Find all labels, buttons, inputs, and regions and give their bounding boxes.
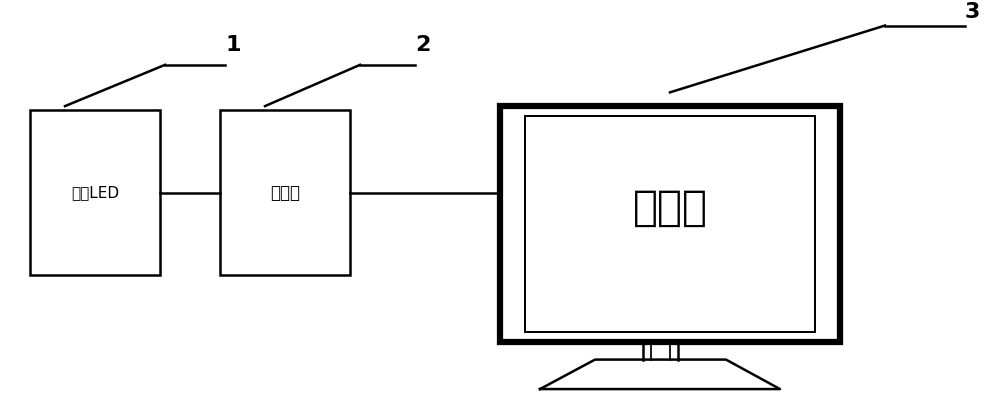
Text: 3: 3 <box>965 2 980 22</box>
Bar <box>30 110 160 275</box>
Text: 光谱仪: 光谱仪 <box>270 184 300 202</box>
Bar <box>500 106 840 342</box>
Bar <box>525 116 815 332</box>
Text: 计算机: 计算机 <box>633 187 708 229</box>
Text: 待测LED: 待测LED <box>71 185 119 200</box>
Text: 2: 2 <box>415 35 430 55</box>
Text: 1: 1 <box>225 35 240 55</box>
Bar <box>220 110 350 275</box>
